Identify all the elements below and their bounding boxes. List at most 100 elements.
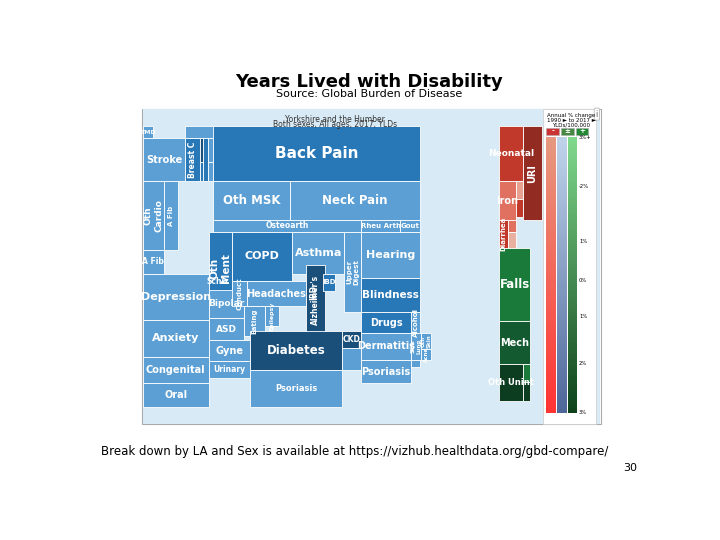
Bar	[143, 383, 209, 407]
Bar	[557, 271, 567, 273]
Text: Hearing: Hearing	[366, 250, 415, 260]
Bar	[557, 367, 567, 369]
Text: Alzheimer's: Alzheimer's	[311, 275, 320, 325]
Bar	[557, 151, 567, 154]
Bar	[557, 319, 567, 321]
Bar	[546, 213, 556, 215]
Bar	[546, 383, 556, 386]
Bar	[568, 146, 577, 149]
Text: Oth MSK: Oth MSK	[223, 194, 280, 207]
Text: A Fib: A Fib	[168, 205, 174, 226]
Bar	[546, 275, 556, 278]
Bar	[546, 245, 556, 248]
Bar	[557, 388, 567, 390]
Bar	[557, 215, 567, 218]
Bar	[568, 249, 577, 252]
Text: 2%: 2%	[579, 361, 588, 366]
Bar	[568, 337, 577, 340]
Bar	[568, 156, 577, 158]
Bar	[499, 248, 530, 321]
Bar	[568, 374, 577, 376]
Text: Blindness: Blindness	[362, 290, 419, 300]
Text: YLDs/100,000: YLDs/100,000	[552, 123, 590, 127]
Bar	[557, 410, 567, 413]
Bar	[568, 319, 577, 321]
Bar	[523, 364, 530, 382]
Bar	[568, 399, 577, 402]
Text: A Fib: A Fib	[143, 257, 164, 266]
Bar	[568, 309, 577, 312]
Bar	[143, 320, 209, 357]
Bar	[557, 218, 567, 220]
Bar	[557, 374, 567, 376]
Bar	[546, 174, 556, 177]
Bar	[557, 174, 567, 177]
Text: Neonatal: Neonatal	[488, 150, 534, 158]
Bar	[546, 158, 556, 160]
Bar	[568, 316, 577, 319]
Bar	[557, 394, 567, 397]
Bar	[557, 406, 567, 409]
Bar	[557, 305, 567, 308]
Text: Diabetes: Diabetes	[266, 345, 325, 357]
Bar	[546, 194, 556, 197]
Bar	[546, 388, 556, 390]
Text: Yorkshire and the Humber: Yorkshire and the Humber	[285, 115, 384, 124]
Bar	[557, 376, 567, 379]
Bar	[557, 342, 567, 345]
Bar	[499, 126, 523, 181]
Bar	[557, 383, 567, 386]
Bar	[568, 278, 577, 280]
Bar	[546, 316, 556, 319]
Bar	[568, 215, 577, 218]
Text: IBD: IBD	[310, 285, 319, 300]
Bar	[568, 144, 577, 147]
Bar	[544, 110, 596, 423]
Bar	[557, 190, 567, 193]
Bar	[546, 144, 556, 147]
Bar	[557, 314, 567, 317]
Text: Stroke: Stroke	[146, 155, 182, 165]
Bar	[568, 227, 577, 229]
Bar	[568, 170, 577, 172]
Bar	[546, 273, 556, 275]
Bar	[557, 293, 567, 296]
Bar	[557, 381, 567, 383]
Bar	[568, 167, 577, 170]
Bar	[546, 167, 556, 170]
Bar	[250, 370, 342, 407]
Text: Gout: Gout	[401, 223, 420, 229]
Bar	[546, 252, 556, 255]
Bar	[143, 274, 209, 320]
Bar	[342, 332, 361, 348]
Text: Congenital: Congenital	[146, 365, 205, 375]
Bar	[143, 110, 600, 423]
Bar	[232, 281, 247, 306]
Bar	[546, 170, 556, 172]
Bar	[557, 192, 567, 195]
Text: Oth Unint: Oth Unint	[488, 378, 534, 387]
Bar	[546, 328, 556, 330]
Bar	[546, 314, 556, 317]
Text: Acne: Acne	[423, 347, 428, 362]
Bar	[568, 245, 577, 248]
Bar	[557, 142, 567, 145]
Bar	[568, 330, 577, 333]
Bar	[546, 392, 556, 395]
Bar	[546, 220, 556, 222]
Bar	[247, 281, 305, 306]
Bar	[557, 181, 567, 184]
Text: Anxiety: Anxiety	[152, 333, 199, 343]
Bar	[557, 399, 567, 402]
Bar	[568, 234, 577, 237]
Bar	[546, 342, 556, 345]
Bar	[546, 271, 556, 273]
Bar	[557, 328, 567, 330]
Bar	[568, 139, 577, 142]
Bar	[546, 372, 556, 374]
Bar	[568, 201, 577, 204]
Bar	[568, 284, 577, 287]
Bar	[546, 142, 556, 145]
Bar	[186, 126, 214, 138]
Bar	[568, 199, 577, 202]
